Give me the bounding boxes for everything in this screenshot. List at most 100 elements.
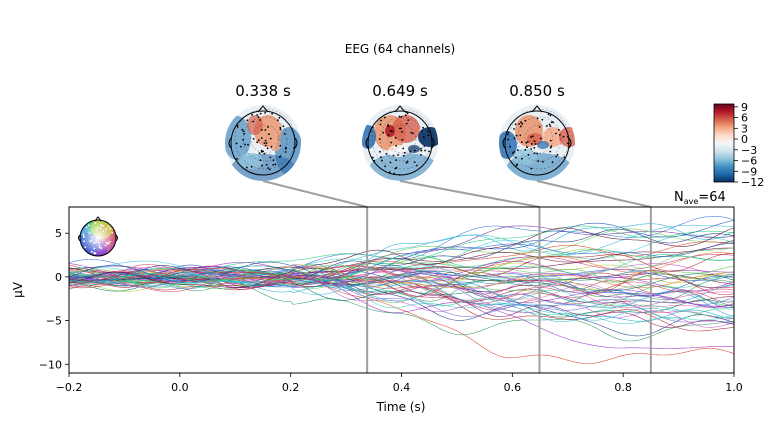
legend-sensor-dot xyxy=(94,252,97,255)
topomap-patch xyxy=(537,141,549,149)
sensor-dot xyxy=(257,139,260,142)
channel-trace xyxy=(69,266,734,293)
colorbar-tick-label: 0 xyxy=(741,133,748,146)
sensor-dot xyxy=(390,141,393,144)
sensor-dot xyxy=(420,147,422,150)
x-axis-ticks: −0.2 0.0 0.2 0.4 0.6 0.8 1.0 xyxy=(56,373,743,394)
sensor-dot xyxy=(245,166,248,169)
sensor-dot xyxy=(422,136,425,138)
topomap-time-label: 0.649 s xyxy=(372,82,428,100)
sensor-dot xyxy=(549,150,552,153)
channel-trace xyxy=(69,272,734,328)
colorbar-tick-label: −6 xyxy=(741,155,757,168)
sensor-dot xyxy=(394,136,397,139)
sensor-dot xyxy=(264,112,266,114)
legend-sensor-dot xyxy=(105,228,107,231)
sensor-dot xyxy=(428,150,430,153)
y-tick-label: 0 xyxy=(55,271,62,284)
sensor-dot xyxy=(259,119,261,121)
sensor-dot xyxy=(562,135,565,138)
sensor-dot xyxy=(515,134,518,137)
colorbar-tick-label: 6 xyxy=(741,112,748,125)
sensor-dot xyxy=(563,156,566,159)
sensor-dot xyxy=(420,154,422,156)
sensor-dot xyxy=(415,164,418,167)
sensor-dot xyxy=(541,160,544,163)
legend-sensor-dot xyxy=(111,231,114,234)
sensor-dot xyxy=(269,137,272,140)
channel-trace xyxy=(69,264,734,288)
topomap-connector xyxy=(399,180,540,208)
sensor-dot xyxy=(264,129,267,131)
legend-sensor-dot xyxy=(98,244,101,247)
sensor-dot xyxy=(236,125,239,128)
sensor-dot xyxy=(536,117,539,120)
sensor-dot xyxy=(260,150,263,153)
legend-sensor-dot xyxy=(87,224,90,227)
x-tick-label: 0.4 xyxy=(393,381,411,394)
sensor-dot xyxy=(256,114,259,116)
head-outline xyxy=(367,110,433,176)
nose-outline xyxy=(394,105,406,113)
nose-outline xyxy=(257,105,269,113)
legend-sensor-dot xyxy=(94,241,97,244)
legend-sensor-dot xyxy=(102,224,104,227)
y-tick-label: 5 xyxy=(55,227,62,240)
legend-sensor-dot xyxy=(105,242,108,245)
legend-nose xyxy=(94,216,102,222)
channel-trace xyxy=(69,267,734,325)
sensor-dot xyxy=(533,140,536,143)
sensor-dot xyxy=(389,130,392,132)
sensor-dot xyxy=(536,152,539,155)
sensor-dot xyxy=(406,160,409,163)
channel-trace xyxy=(69,264,734,308)
sensor-dot xyxy=(279,128,282,131)
sensor-dot xyxy=(267,126,269,128)
sensor-dot xyxy=(272,163,275,166)
legend-sensor-dot xyxy=(84,246,87,249)
topomap: 0.338 s xyxy=(225,82,301,181)
channel-trace xyxy=(69,253,734,284)
topomap-group: 0.338 s 0.649 s 0.850 s xyxy=(225,82,575,181)
legend-sensor-dot xyxy=(85,226,88,229)
sensor-dot xyxy=(427,134,430,137)
sensor-dot xyxy=(400,116,403,118)
sensor-dot xyxy=(236,158,238,160)
sensor-dot xyxy=(283,133,286,135)
legend-sensor-dot xyxy=(107,225,110,228)
sensor-dot xyxy=(537,160,540,163)
sensor-dot xyxy=(518,123,520,125)
sensor-dot xyxy=(265,164,268,166)
sensor-dot xyxy=(534,143,537,145)
sensor-dot xyxy=(384,165,386,168)
topomap-patch xyxy=(247,115,263,135)
sensor-dot xyxy=(246,119,249,122)
colorbar-tick-label: 3 xyxy=(741,122,748,135)
sensor-dot xyxy=(533,152,536,155)
topomap-patch xyxy=(225,116,251,160)
sensor-dot xyxy=(516,149,519,152)
time-markers xyxy=(366,207,652,373)
sensor-dot xyxy=(260,128,263,131)
x-tick-label: 0.6 xyxy=(504,381,522,394)
legend-sensor-dot xyxy=(108,240,111,243)
channel-trace xyxy=(69,247,734,289)
topomap: 0.850 s xyxy=(499,82,575,181)
right-ear-outline xyxy=(568,137,572,149)
sensor-dot xyxy=(388,171,391,174)
sensor-dot xyxy=(285,146,287,149)
sensor-dot xyxy=(279,155,282,158)
left-ear-outline xyxy=(502,137,506,149)
sensor-dot xyxy=(378,138,381,141)
legend-sensor-dot xyxy=(93,247,96,250)
sensor-dot xyxy=(551,161,554,164)
sensor-dot xyxy=(243,132,246,135)
channel-trace xyxy=(69,272,734,317)
sensor-dot xyxy=(271,112,273,115)
channel-trace xyxy=(69,265,734,324)
nave-n: N xyxy=(674,190,684,205)
sensor-dot xyxy=(514,156,517,159)
sensor-dot xyxy=(424,149,426,152)
sensor-dot xyxy=(402,147,405,150)
